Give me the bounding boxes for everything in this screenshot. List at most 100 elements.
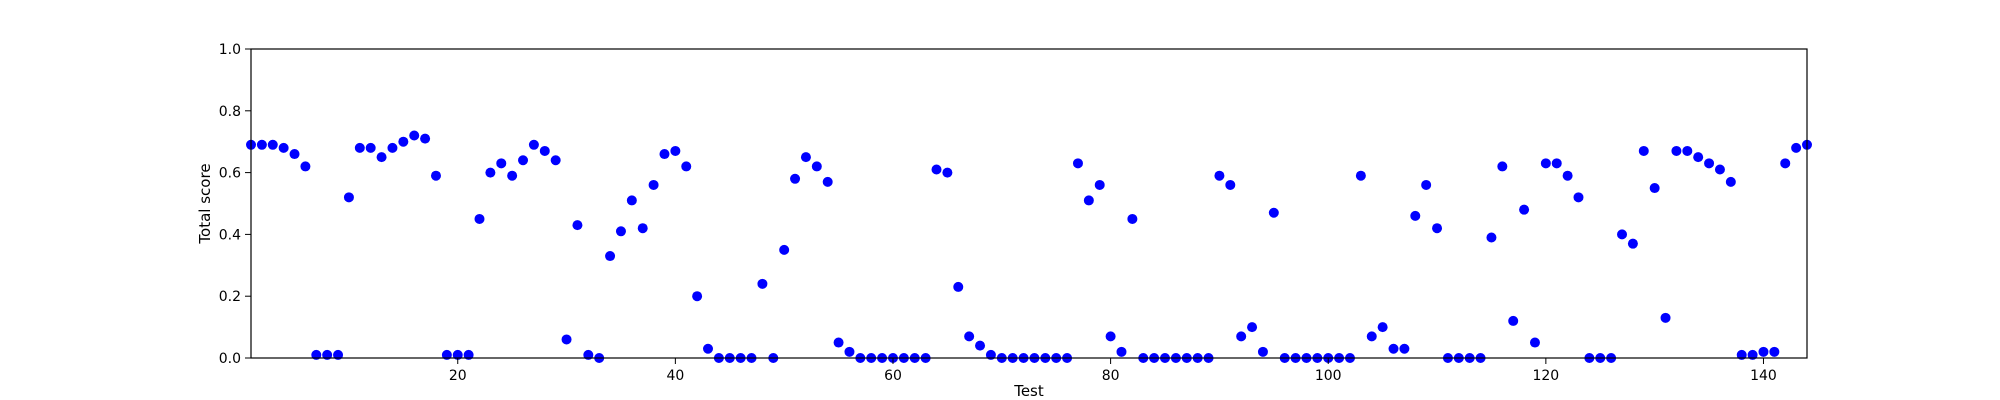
x-tick-label: 80: [1102, 368, 1120, 384]
data-point: [485, 167, 496, 178]
data-point: [648, 179, 659, 190]
data-point: [518, 155, 529, 166]
data-point: [550, 155, 561, 166]
x-axis-label: Test: [1013, 382, 1044, 400]
data-point: [1268, 207, 1279, 218]
data-point: [626, 195, 637, 206]
data-point: [1693, 152, 1704, 163]
data-point: [420, 133, 431, 144]
data-point: [561, 334, 572, 345]
data-point: [692, 291, 703, 302]
data-point: [507, 170, 518, 181]
data-point: [790, 173, 801, 184]
data-point: [572, 220, 583, 231]
data-point: [659, 149, 670, 160]
x-tick-label: 20: [449, 368, 467, 384]
data-points: [246, 130, 1812, 363]
data-point: [1116, 346, 1127, 357]
data-point: [615, 226, 626, 237]
data-point: [1410, 210, 1421, 221]
data-point: [1660, 312, 1671, 323]
plot-frame: [250, 48, 1808, 359]
data-point: [1127, 213, 1138, 224]
data-point: [1094, 179, 1105, 190]
data-point: [289, 149, 300, 160]
data-point: [1791, 142, 1802, 153]
data-point: [1377, 322, 1388, 333]
data-point: [1529, 337, 1540, 348]
data-point: [430, 170, 441, 181]
data-point: [496, 158, 507, 169]
data-point: [1432, 223, 1443, 234]
x-tick-label: 40: [666, 368, 684, 384]
y-tick-label: 1.0: [219, 42, 241, 58]
data-point: [1388, 343, 1399, 354]
data-point: [1573, 192, 1584, 203]
y-tick-label: 0.8: [219, 104, 241, 120]
y-tick-label: 0.6: [219, 166, 241, 182]
data-point: [1638, 145, 1649, 156]
data-point: [1671, 145, 1682, 156]
data-point: [1508, 315, 1519, 326]
data-point: [703, 343, 714, 354]
data-point: [1083, 195, 1094, 206]
x-tick-label: 60: [884, 368, 902, 384]
data-point: [681, 161, 692, 172]
data-point: [267, 139, 278, 150]
data-point: [398, 136, 409, 147]
data-point: [1247, 322, 1258, 333]
x-axis-ticks: 20 40 60 80 100 120 140: [449, 358, 1777, 384]
data-point: [1236, 331, 1247, 342]
data-point: [1540, 158, 1551, 169]
x-tick-label: 100: [1315, 368, 1342, 384]
data-point: [800, 152, 811, 163]
data-point: [757, 278, 768, 289]
y-axis-ticks: 0.0 0.2 0.4 0.6 0.8 1.0: [219, 42, 251, 367]
data-point: [833, 337, 844, 348]
data-point: [1725, 176, 1736, 187]
data-point: [1421, 179, 1432, 190]
data-point: [1105, 331, 1116, 342]
data-point: [822, 176, 833, 187]
data-point: [1758, 346, 1769, 357]
data-point: [474, 213, 485, 224]
data-point: [779, 244, 790, 255]
data-point: [953, 281, 964, 292]
x-tick-label: 120: [1532, 368, 1559, 384]
data-point: [964, 331, 975, 342]
data-point: [1649, 183, 1660, 194]
data-point: [1519, 204, 1530, 215]
data-point: [387, 142, 398, 153]
x-tick-label: 140: [1750, 368, 1777, 384]
data-point: [1497, 161, 1508, 172]
data-point: [409, 130, 420, 141]
data-point: [1366, 331, 1377, 342]
data-point: [1399, 343, 1410, 354]
data-point: [354, 142, 365, 153]
data-point: [1486, 232, 1497, 243]
y-axis-label: Total score: [196, 163, 214, 244]
data-point: [1257, 346, 1268, 357]
y-tick-label: 0.0: [219, 351, 241, 367]
data-point: [539, 145, 550, 156]
data-point: [605, 251, 616, 262]
data-point: [365, 142, 376, 153]
data-point: [844, 346, 855, 357]
data-point: [1780, 158, 1791, 169]
data-point: [256, 139, 267, 150]
data-point: [637, 223, 648, 234]
data-point: [670, 145, 681, 156]
y-tick-label: 0.4: [219, 227, 241, 243]
data-point: [1562, 170, 1573, 181]
data-point: [376, 152, 387, 163]
data-point: [528, 139, 539, 150]
data-point: [1072, 158, 1083, 169]
data-point: [1617, 229, 1628, 240]
data-point: [975, 340, 986, 351]
data-point: [1769, 346, 1780, 357]
data-point: [1214, 170, 1225, 181]
data-point: [300, 161, 311, 172]
data-point: [278, 142, 289, 153]
data-point: [1704, 158, 1715, 169]
data-point: [1714, 164, 1725, 175]
